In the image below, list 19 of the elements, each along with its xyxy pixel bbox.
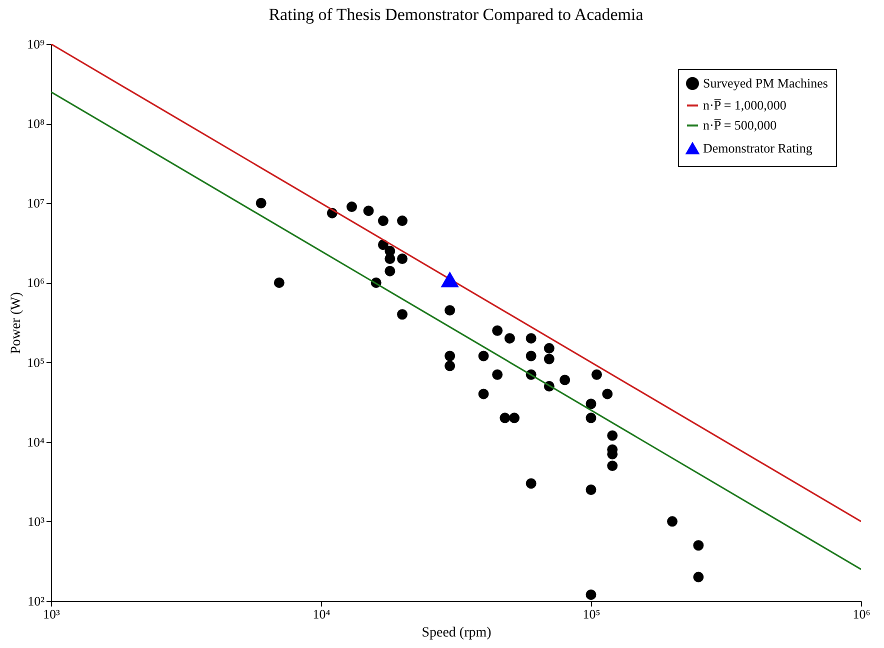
y-tick-label: 10⁴ bbox=[26, 434, 45, 450]
x-tick-label: 10⁴ bbox=[312, 606, 331, 622]
chart-title: Rating of Thesis Demonstrator Compared to Academia bbox=[268, 5, 644, 24]
y-tick-label: 10⁶ bbox=[26, 275, 44, 290]
legend-label: n·P̅ = 500,000 bbox=[703, 118, 777, 132]
x-tick-label: 10³ bbox=[43, 606, 60, 622]
x-tick-label: 10⁵ bbox=[582, 606, 600, 622]
y-tick-label: 10³ bbox=[28, 514, 45, 529]
legend-label: n·P̅ = 1,000,000 bbox=[703, 98, 786, 112]
x-tick-label: 10⁶ bbox=[852, 606, 870, 622]
legend-label: Surveyed PM Machines bbox=[703, 76, 828, 90]
x-axis-title: Speed (rpm) bbox=[422, 626, 492, 640]
y-tick-label: 10⁵ bbox=[26, 354, 44, 370]
y-axis-title: Power (W) bbox=[8, 292, 24, 354]
y-tick-label: 10⁹ bbox=[26, 36, 45, 52]
legend-label: Demonstrator Rating bbox=[703, 140, 813, 156]
y-tick-label: 10⁷ bbox=[26, 196, 44, 211]
y-tick-label: 10⁸ bbox=[26, 116, 45, 132]
y-tick-label: 10² bbox=[28, 594, 45, 608]
